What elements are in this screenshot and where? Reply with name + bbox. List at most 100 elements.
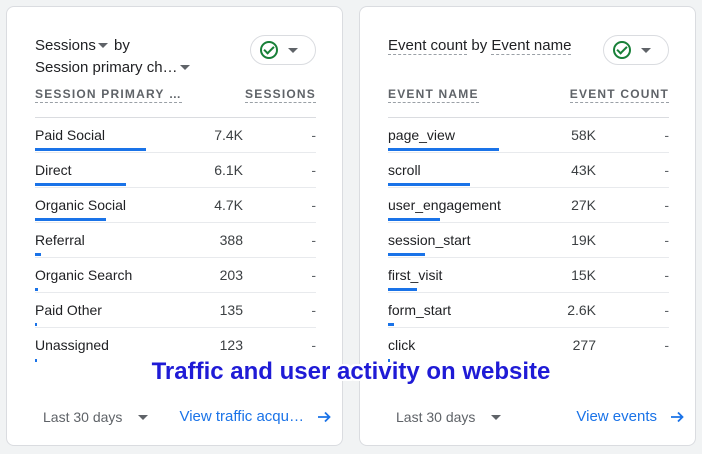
view-link-label: View traffic acqu… (179, 408, 304, 425)
row-value: 135 (219, 302, 243, 318)
row-value: 277 (572, 337, 596, 353)
row-change: - (664, 162, 669, 178)
row-share-bar (35, 148, 146, 151)
date-range-selector[interactable]: Last 30 days (396, 409, 502, 425)
column-header-metric[interactable]: EVENT COUNT (569, 87, 669, 103)
row-label: scroll (388, 162, 421, 178)
row-label: Unassigned (35, 337, 109, 353)
arrow-right-icon (671, 411, 684, 422)
row-value: 203 (219, 267, 243, 283)
card-footer: Last 30 days View events (360, 407, 695, 429)
row-label: click (388, 337, 416, 353)
metric-selector[interactable]: Event count (388, 37, 468, 55)
table-row: scroll 43K - (388, 153, 669, 188)
row-change: - (311, 162, 316, 178)
row-value: 43K (571, 162, 596, 178)
check-circle-icon (613, 41, 631, 59)
row-change: - (664, 267, 669, 283)
row-label: Organic Social (35, 197, 127, 213)
row-share-bar (388, 288, 417, 291)
row-value: 58K (571, 127, 596, 143)
table-row: session_start 19K - (388, 223, 669, 258)
row-value: 27K (571, 197, 596, 213)
table-row: form_start 2.6K - (388, 293, 669, 328)
row-label: first_visit (388, 267, 443, 283)
row-value: 6.1K (214, 162, 243, 178)
row-label: Paid Other (35, 302, 102, 318)
row-value: 4.7K (214, 197, 243, 213)
card-footer: Last 30 days View traffic acqu… (7, 407, 342, 429)
row-share-bar (388, 253, 425, 256)
table-row: Organic Social 4.7K - (35, 188, 316, 223)
column-header-metric[interactable]: SESSIONS (245, 87, 316, 103)
chevron-down-icon (97, 42, 108, 48)
row-label: session_start (388, 232, 471, 248)
check-circle-icon (260, 41, 278, 59)
row-label: Direct (35, 162, 72, 178)
table-body: Paid Social 7.4K - Direct 6.1K - Organic Soc… (35, 118, 316, 363)
row-share-bar (35, 288, 38, 291)
row-value: 388 (219, 232, 243, 248)
table-row: first_visit 15K - (388, 258, 669, 293)
view-traffic-acquisition-link[interactable]: View traffic acqu… (179, 408, 332, 425)
column-header-dimension[interactable]: SESSION PRIMARY … (35, 87, 183, 103)
row-share-bar (388, 359, 390, 362)
table-row: page_view 58K - (388, 118, 669, 153)
row-share-bar (35, 359, 37, 362)
row-share-bar (35, 183, 126, 186)
row-change: - (311, 267, 316, 283)
dimension-selector[interactable]: Session primary ch… (35, 57, 235, 79)
chevron-down-icon (288, 47, 298, 53)
table-row: Direct 6.1K - (35, 153, 316, 188)
table-row: user_engagement 27K - (388, 188, 669, 223)
row-share-bar (388, 323, 394, 326)
sessions-by-channel-card: Sessions by Session primary ch… SESSION … (6, 6, 343, 446)
row-label: form_start (388, 302, 452, 318)
view-events-link[interactable]: View events (576, 408, 685, 425)
row-value: 7.4K (214, 127, 243, 143)
by-text: by (471, 37, 488, 54)
row-value: 2.6K (567, 302, 596, 318)
row-label: Organic Search (35, 267, 133, 283)
row-value: 123 (219, 337, 243, 353)
event-count-by-name-card: Event count by Event name EVENT NAME EVE… (359, 6, 696, 446)
card-title: Event count by Event name (388, 35, 618, 57)
date-range-selector[interactable]: Last 30 days (43, 409, 149, 425)
table-header: EVENT NAME EVENT COUNT (388, 86, 669, 118)
chevron-down-icon (138, 414, 149, 420)
row-change: - (311, 337, 316, 353)
table-body: page_view 58K - scroll 43K - user_engagement… (388, 118, 669, 363)
row-change: - (311, 197, 316, 213)
row-change: - (664, 337, 669, 353)
status-dropdown[interactable] (603, 35, 669, 65)
row-label: Paid Social (35, 127, 106, 143)
row-value: 19K (571, 232, 596, 248)
row-label: page_view (388, 127, 455, 143)
column-header-dimension[interactable]: EVENT NAME (388, 87, 479, 103)
row-change: - (664, 302, 669, 318)
row-label: Referral (35, 232, 85, 248)
table-row: click 277 - (388, 328, 669, 363)
arrow-right-icon (318, 411, 331, 422)
row-share-bar (35, 218, 106, 221)
row-share-bar (388, 148, 499, 151)
date-range-label: Last 30 days (396, 409, 476, 425)
table-header: SESSION PRIMARY … SESSIONS (35, 86, 316, 118)
row-value: 15K (571, 267, 596, 283)
chevron-down-icon (491, 414, 502, 420)
metric-selector[interactable]: Sessions (35, 37, 110, 54)
row-label: user_engagement (388, 197, 501, 213)
row-share-bar (35, 253, 41, 256)
table-row: Paid Social 7.4K - (35, 118, 316, 153)
status-dropdown[interactable] (250, 35, 316, 65)
table-row: Organic Search 203 - (35, 258, 316, 293)
row-change: - (664, 197, 669, 213)
row-change: - (311, 302, 316, 318)
by-text: by (114, 37, 130, 54)
row-share-bar (388, 183, 470, 186)
row-change: - (311, 127, 316, 143)
table-row: Paid Other 135 - (35, 293, 316, 328)
chevron-down-icon (179, 64, 190, 70)
row-change: - (664, 232, 669, 248)
dimension-selector[interactable]: Event name (491, 37, 572, 55)
